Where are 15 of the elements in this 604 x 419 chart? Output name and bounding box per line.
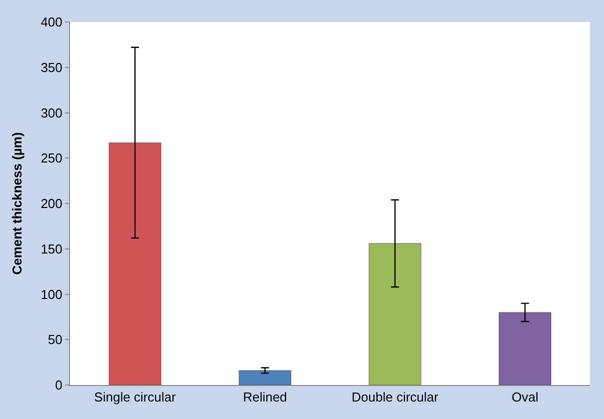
y-axis-title: Cement thickness (µm) (10, 132, 25, 275)
y-tick-label: 0 (55, 378, 62, 393)
x-tick-label: Oval (512, 390, 538, 405)
x-tick-label: Single circular (94, 390, 176, 405)
bar (238, 370, 292, 385)
x-tick-label: Double circular (352, 390, 440, 405)
y-tick-label: 400 (40, 14, 62, 30)
y-tick-label: 150 (40, 241, 62, 256)
y-tick-label: 50 (48, 332, 62, 348)
y-tick-label: 350 (40, 60, 62, 75)
y-tick-label: 200 (40, 196, 62, 212)
y-tick-label: 100 (40, 286, 62, 302)
x-tick-label: Relined (242, 390, 288, 405)
y-tick-label: 300 (40, 105, 62, 120)
y-tick-label: 250 (40, 150, 62, 166)
